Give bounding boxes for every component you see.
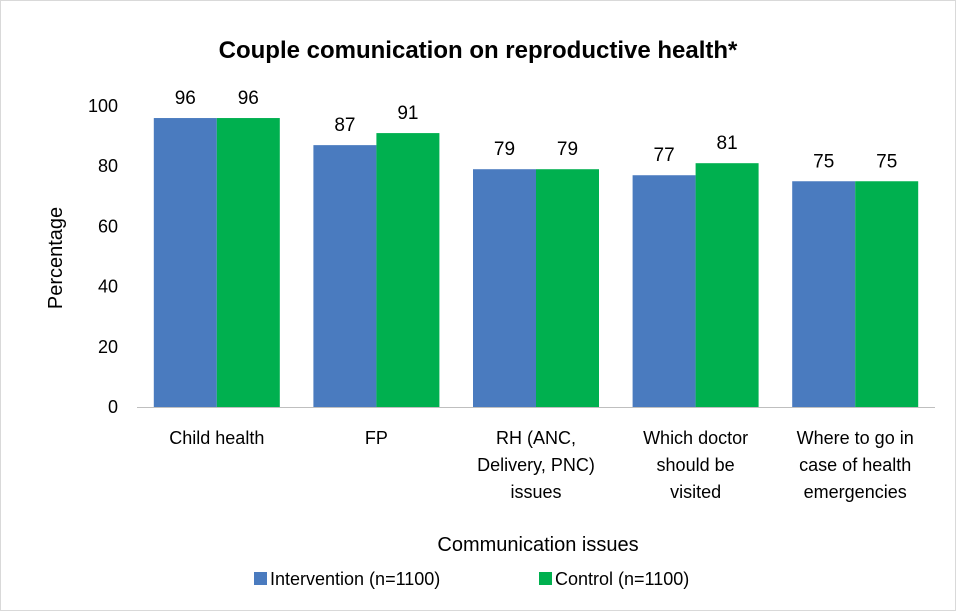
data-label-intervention-3: 77 — [654, 145, 675, 166]
legend-swatch-control — [539, 572, 552, 585]
category-label-4: Where to go in case of health emergencies — [797, 428, 914, 502]
bars-group — [153, 118, 919, 407]
bar-intervention-1 — [313, 145, 377, 407]
data-label-intervention-4: 75 — [813, 151, 834, 172]
data-label-intervention-1: 87 — [334, 115, 355, 136]
y-axis-title: Percentage — [45, 207, 67, 309]
y-axis-ticks: 0 20 40 60 80 100 — [88, 96, 118, 417]
data-label-intervention-2: 79 — [494, 139, 515, 160]
y-tick-label-40: 40 — [98, 277, 118, 297]
y-tick-label-100: 100 — [88, 96, 118, 116]
bar-control-1 — [376, 133, 440, 407]
category-label-2: RH (ANC, Delivery, PNC) issues — [477, 428, 595, 502]
category-label-1: FP — [365, 428, 388, 448]
data-label-intervention-0: 96 — [175, 88, 196, 109]
data-label-control-4: 75 — [876, 151, 897, 172]
bar-intervention-4 — [792, 181, 856, 407]
y-tick-label-0: 0 — [108, 397, 118, 417]
bar-control-3 — [695, 163, 759, 407]
category-label-0: Child health — [169, 428, 264, 448]
y-tick-label-60: 60 — [98, 216, 118, 236]
data-label-control-3: 81 — [717, 133, 738, 154]
bar-intervention-3 — [632, 175, 696, 407]
legend-swatch-intervention — [254, 572, 267, 585]
y-tick-label-80: 80 — [98, 156, 118, 176]
data-label-control-2: 79 — [557, 139, 578, 160]
category-label-3: Which doctor should be visited — [643, 428, 748, 502]
legend-label-intervention: Intervention (n=1100) — [270, 569, 440, 589]
bar-control-4 — [855, 181, 919, 407]
x-axis-title: Communication issues — [437, 534, 638, 556]
chart-title: Couple comunication on reproductive heal… — [219, 37, 738, 64]
bar-control-0 — [216, 118, 280, 407]
legend: Intervention (n=1100) Control (n=1100) — [254, 569, 689, 589]
bar-intervention-0 — [153, 118, 217, 407]
y-tick-label-20: 20 — [98, 337, 118, 357]
data-label-control-0: 96 — [238, 88, 259, 109]
data-label-control-1: 91 — [397, 103, 418, 124]
category-labels: Child health FP RH (ANC, Delivery, PNC) issu… — [169, 428, 913, 502]
bar-intervention-2 — [473, 169, 536, 407]
bar-control-2 — [536, 169, 599, 407]
data-labels-group: 96 87 79 77 75 96 91 79 81 75 — [175, 88, 898, 172]
legend-label-control: Control (n=1100) — [555, 569, 689, 589]
